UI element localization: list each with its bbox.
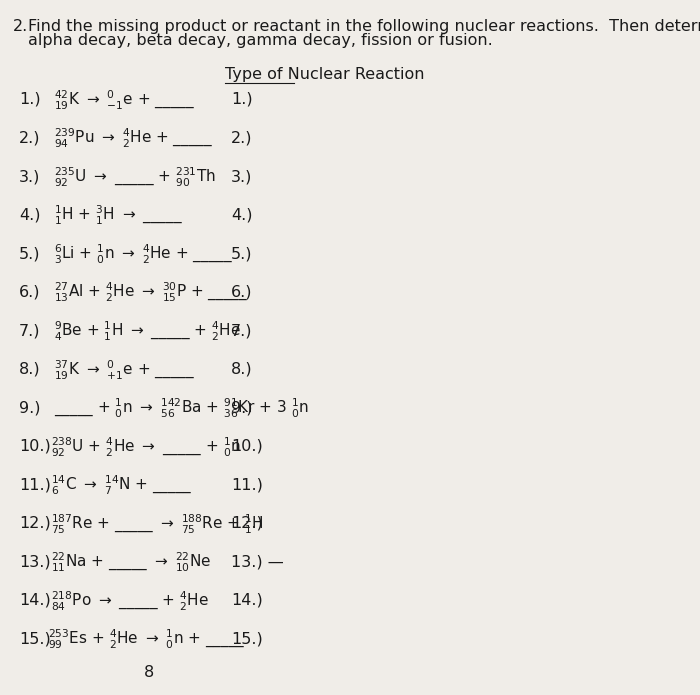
Text: 4.): 4.) [231, 208, 253, 222]
Text: Find the missing product or reactant in the following nuclear reactions.  Then d: Find the missing product or reactant in … [28, 19, 700, 33]
Text: $^{37}_{19}$K $\rightarrow$ $^{0}_{+1}$e + _____: $^{37}_{19}$K $\rightarrow$ $^{0}_{+1}$e… [55, 358, 195, 381]
Text: $^{27}_{13}$Al + $^{4}_{2}$He $\rightarrow$ $^{30}_{15}$P + _____: $^{27}_{13}$Al + $^{4}_{2}$He $\rightarr… [55, 281, 248, 304]
Text: 1.): 1.) [231, 92, 253, 107]
Text: 12.): 12.) [19, 516, 51, 531]
Text: 9.): 9.) [231, 400, 253, 415]
Text: 10.): 10.) [19, 439, 51, 454]
Text: $^{235}_{92}$U $\rightarrow$ _____ + $^{231}_{90}$Th: $^{235}_{92}$U $\rightarrow$ _____ + $^{… [55, 165, 216, 188]
Text: 5.): 5.) [19, 246, 41, 261]
Text: $^{14}_{6}$C $\rightarrow$ $^{14}_{7}$N + _____: $^{14}_{6}$C $\rightarrow$ $^{14}_{7}$N … [51, 473, 193, 496]
Text: 3.): 3.) [231, 169, 253, 184]
Text: $^{187}_{75}$Re + _____ $\rightarrow$ $^{188}_{75}$Re + $^{1}_{1}$H: $^{187}_{75}$Re + _____ $\rightarrow$ $^… [51, 512, 264, 534]
Text: 6.): 6.) [231, 285, 253, 300]
Text: $^{6}_{3}$Li + $^{1}_{0}$n $\rightarrow$ $^{4}_{2}$He + _____: $^{6}_{3}$Li + $^{1}_{0}$n $\rightarrow$… [55, 243, 233, 265]
Text: 11.): 11.) [231, 477, 263, 492]
Text: 13.): 13.) [19, 555, 50, 569]
Text: $^{238}_{92}$U + $^{4}_{2}$He $\rightarrow$ _____ + $^{1}_{0}$n: $^{238}_{92}$U + $^{4}_{2}$He $\rightarr… [51, 435, 241, 457]
Text: 8: 8 [144, 664, 154, 680]
Text: $^{1}_{1}$H + $^{3}_{1}$H $\rightarrow$ _____: $^{1}_{1}$H + $^{3}_{1}$H $\rightarrow$ … [55, 204, 183, 227]
Text: 5.): 5.) [231, 246, 253, 261]
Text: $^{253}_{99}$Es + $^{4}_{2}$He $\rightarrow$ $^{1}_{0}$n + _____: $^{253}_{99}$Es + $^{4}_{2}$He $\rightar… [48, 628, 246, 651]
Text: $^{22}_{11}$Na + _____ $\rightarrow$ $^{22}_{10}$Ne: $^{22}_{11}$Na + _____ $\rightarrow$ $^{… [51, 550, 211, 573]
Text: 7.): 7.) [19, 323, 41, 338]
Text: 2.: 2. [13, 19, 29, 33]
Text: 12.): 12.) [231, 516, 262, 531]
Text: 2.): 2.) [19, 131, 41, 145]
Text: 14.): 14.) [231, 593, 262, 608]
Text: 10.): 10.) [231, 439, 262, 454]
Text: $^{239}_{94}$Pu $\rightarrow$ $^{4}_{2}$He + _____: $^{239}_{94}$Pu $\rightarrow$ $^{4}_{2}$… [55, 126, 213, 149]
Text: 14.): 14.) [19, 593, 51, 608]
Text: 4.): 4.) [19, 208, 41, 222]
Text: _____ + $^{1}_{0}$n $\rightarrow$ $^{142}_{56}$Ba + $^{91}_{36}$Kr + 3 $^{1}_{0}: _____ + $^{1}_{0}$n $\rightarrow$ $^{142… [55, 396, 309, 419]
Text: Type of Nuclear Reaction: Type of Nuclear Reaction [225, 67, 425, 82]
Text: 8.): 8.) [231, 361, 253, 377]
Text: 2.): 2.) [231, 131, 253, 145]
Text: 6.): 6.) [19, 285, 41, 300]
Text: 13.) —: 13.) — [231, 555, 284, 569]
Text: 7.): 7.) [231, 323, 253, 338]
Text: 3.): 3.) [19, 169, 41, 184]
Text: $^{9}_{4}$Be + $^{1}_{1}$H $\rightarrow$ _____ + $^{4}_{2}$He: $^{9}_{4}$Be + $^{1}_{1}$H $\rightarrow$… [55, 319, 241, 342]
Text: 9.): 9.) [19, 400, 41, 415]
Text: 15.): 15.) [19, 632, 51, 646]
Text: $^{42}_{19}$K $\rightarrow$ $^{0}_{-1}$e + _____: $^{42}_{19}$K $\rightarrow$ $^{0}_{-1}$e… [55, 88, 195, 111]
Text: 8.): 8.) [19, 361, 41, 377]
Text: 1.): 1.) [19, 92, 41, 107]
Text: 11.): 11.) [19, 477, 51, 492]
Text: 15.): 15.) [231, 632, 262, 646]
Text: alpha decay, beta decay, gamma decay, fission or fusion.: alpha decay, beta decay, gamma decay, fi… [28, 33, 493, 47]
Text: $^{218}_{84}$Po $\rightarrow$ _____ + $^{4}_{2}$He: $^{218}_{84}$Po $\rightarrow$ _____ + $^… [51, 589, 209, 612]
